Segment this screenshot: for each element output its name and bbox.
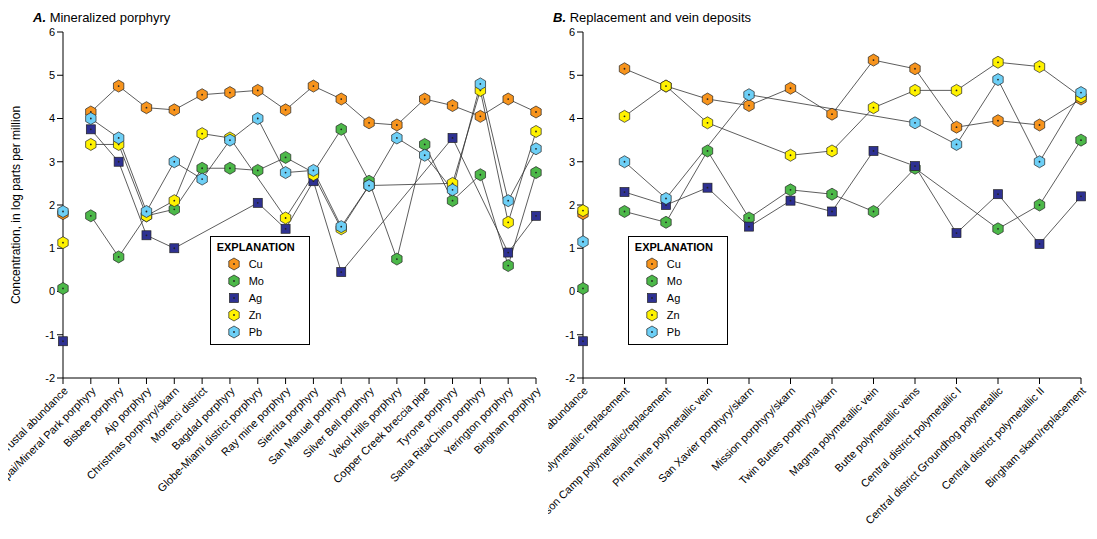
svg-text:0: 0 (569, 285, 575, 297)
svg-text:Copper Creek breccia pipe: Copper Creek breccia pipe (330, 384, 432, 486)
svg-text:Central district polymetallic: Central district polymetallic I (858, 384, 964, 490)
svg-text:Sierrita porphyry: Sierrita porphyry (254, 384, 321, 450)
svg-text:4: 4 (49, 112, 55, 124)
svg-text:Vekol Hills porphyry: Vekol Hills porphyry (327, 384, 404, 462)
svg-text:Wallapai/Mineral Park porphyry: Wallapai/Mineral Park porphyry (8, 384, 98, 501)
html-text:Cu: Cu (248, 257, 263, 270)
svg-text:3: 3 (49, 156, 55, 168)
svg-text:Santa Rita/Chino porphyry: Santa Rita/Chino porphyry (387, 384, 488, 485)
svg-text:Silver Bell porphyry: Silver Bell porphyry (300, 384, 376, 460)
html-text:Cu: Cu (666, 257, 681, 270)
svg-text:-2: -2 (565, 372, 575, 384)
html-text:A. Mineralized porphyry: A. Mineralized porphyry (33, 10, 171, 25)
svg-text:-2: -2 (45, 372, 55, 384)
svg-text:-1: -1 (565, 329, 575, 341)
svg-text:Mission porphyry/skarn: Mission porphyry/skarn (709, 384, 797, 472)
html-text:Zn: Zn (248, 308, 262, 321)
svg-text:Ray mine porphyry: Ray mine porphyry (218, 384, 293, 459)
svg-text:5: 5 (49, 69, 55, 81)
svg-text:6: 6 (569, 26, 575, 38)
svg-text:5: 5 (569, 69, 575, 81)
html-text:Ag: Ag (666, 291, 681, 304)
svg-text:3: 3 (569, 156, 575, 168)
svg-text:San Xavier porphyry/skarn: San Xavier porphyry/skarn (655, 384, 756, 485)
svg-text:6: 6 (49, 26, 55, 38)
svg-text:Butte polymetallic veins: Butte polymetallic veins (832, 384, 922, 474)
html-text:Mo: Mo (248, 274, 264, 287)
svg-text:Morenci district: Morenci district (148, 384, 210, 446)
html-text:Pb: Pb (666, 325, 681, 338)
svg-text:Pima mine polymetallic vein: Pima mine polymetallic vein (610, 384, 715, 489)
svg-text:Concentration, in log parts pe: Concentration, in log parts per million (9, 106, 23, 304)
svg-text:1: 1 (569, 242, 575, 254)
svg-text:San Manuel porphyry: San Manuel porphyry (265, 384, 349, 467)
svg-text:Johnson Camp polymetallic/repl: Johnson Camp polymetallic/replacement (548, 384, 673, 533)
svg-text:-1: -1 (45, 329, 55, 341)
svg-text:Bagdad porphyry: Bagdad porphyry (169, 384, 237, 453)
svg-text:Tyrone porphyry: Tyrone porphyry (394, 384, 460, 450)
svg-text:Yerington porphyry: Yerington porphyry (441, 384, 516, 458)
svg-text:Twin Buttes porphyry/skarn: Twin Buttes porphyry/skarn (736, 384, 839, 487)
svg-text:0: 0 (49, 285, 55, 297)
svg-text:Ajo porphyry: Ajo porphyry (101, 384, 154, 437)
html-text:EXPLANATION: EXPLANATION (216, 241, 295, 254)
svg-text:2: 2 (49, 199, 55, 211)
svg-text:Bingham porphyry: Bingham porphyry (471, 384, 543, 456)
svg-text:Bingham skarn/replacement: Bingham skarn/replacement (983, 384, 1088, 489)
svg-text:Central district polymetallic: Central district polymetallic II (939, 384, 1047, 492)
svg-text:1: 1 (49, 242, 55, 254)
html-text:Pb: Pb (248, 325, 263, 338)
svg-text:Central district Groundhog pol: Central district Groundhog polymetallic (862, 384, 1005, 527)
html-text:B. Replacement and vein deposi: B. Replacement and vein deposits (553, 10, 751, 25)
svg-text:2: 2 (569, 199, 575, 211)
svg-text:Christmas porphyry/skarn: Christmas porphyry/skarn (84, 384, 182, 482)
html-text:Mo: Mo (666, 274, 683, 287)
svg-text:4: 4 (569, 112, 575, 124)
html-text:EXPLANATION: EXPLANATION (634, 241, 713, 254)
svg-text:Globe-Miami district porphyry: Globe-Miami district porphyry (155, 384, 265, 494)
svg-text:Bisbee porphyry: Bisbee porphyry (60, 384, 126, 450)
html-text:Ag: Ag (248, 291, 263, 304)
html-text:Zn: Zn (666, 308, 680, 321)
svg-text:Magma polymetallic vein: Magma polymetallic vein (786, 384, 881, 479)
